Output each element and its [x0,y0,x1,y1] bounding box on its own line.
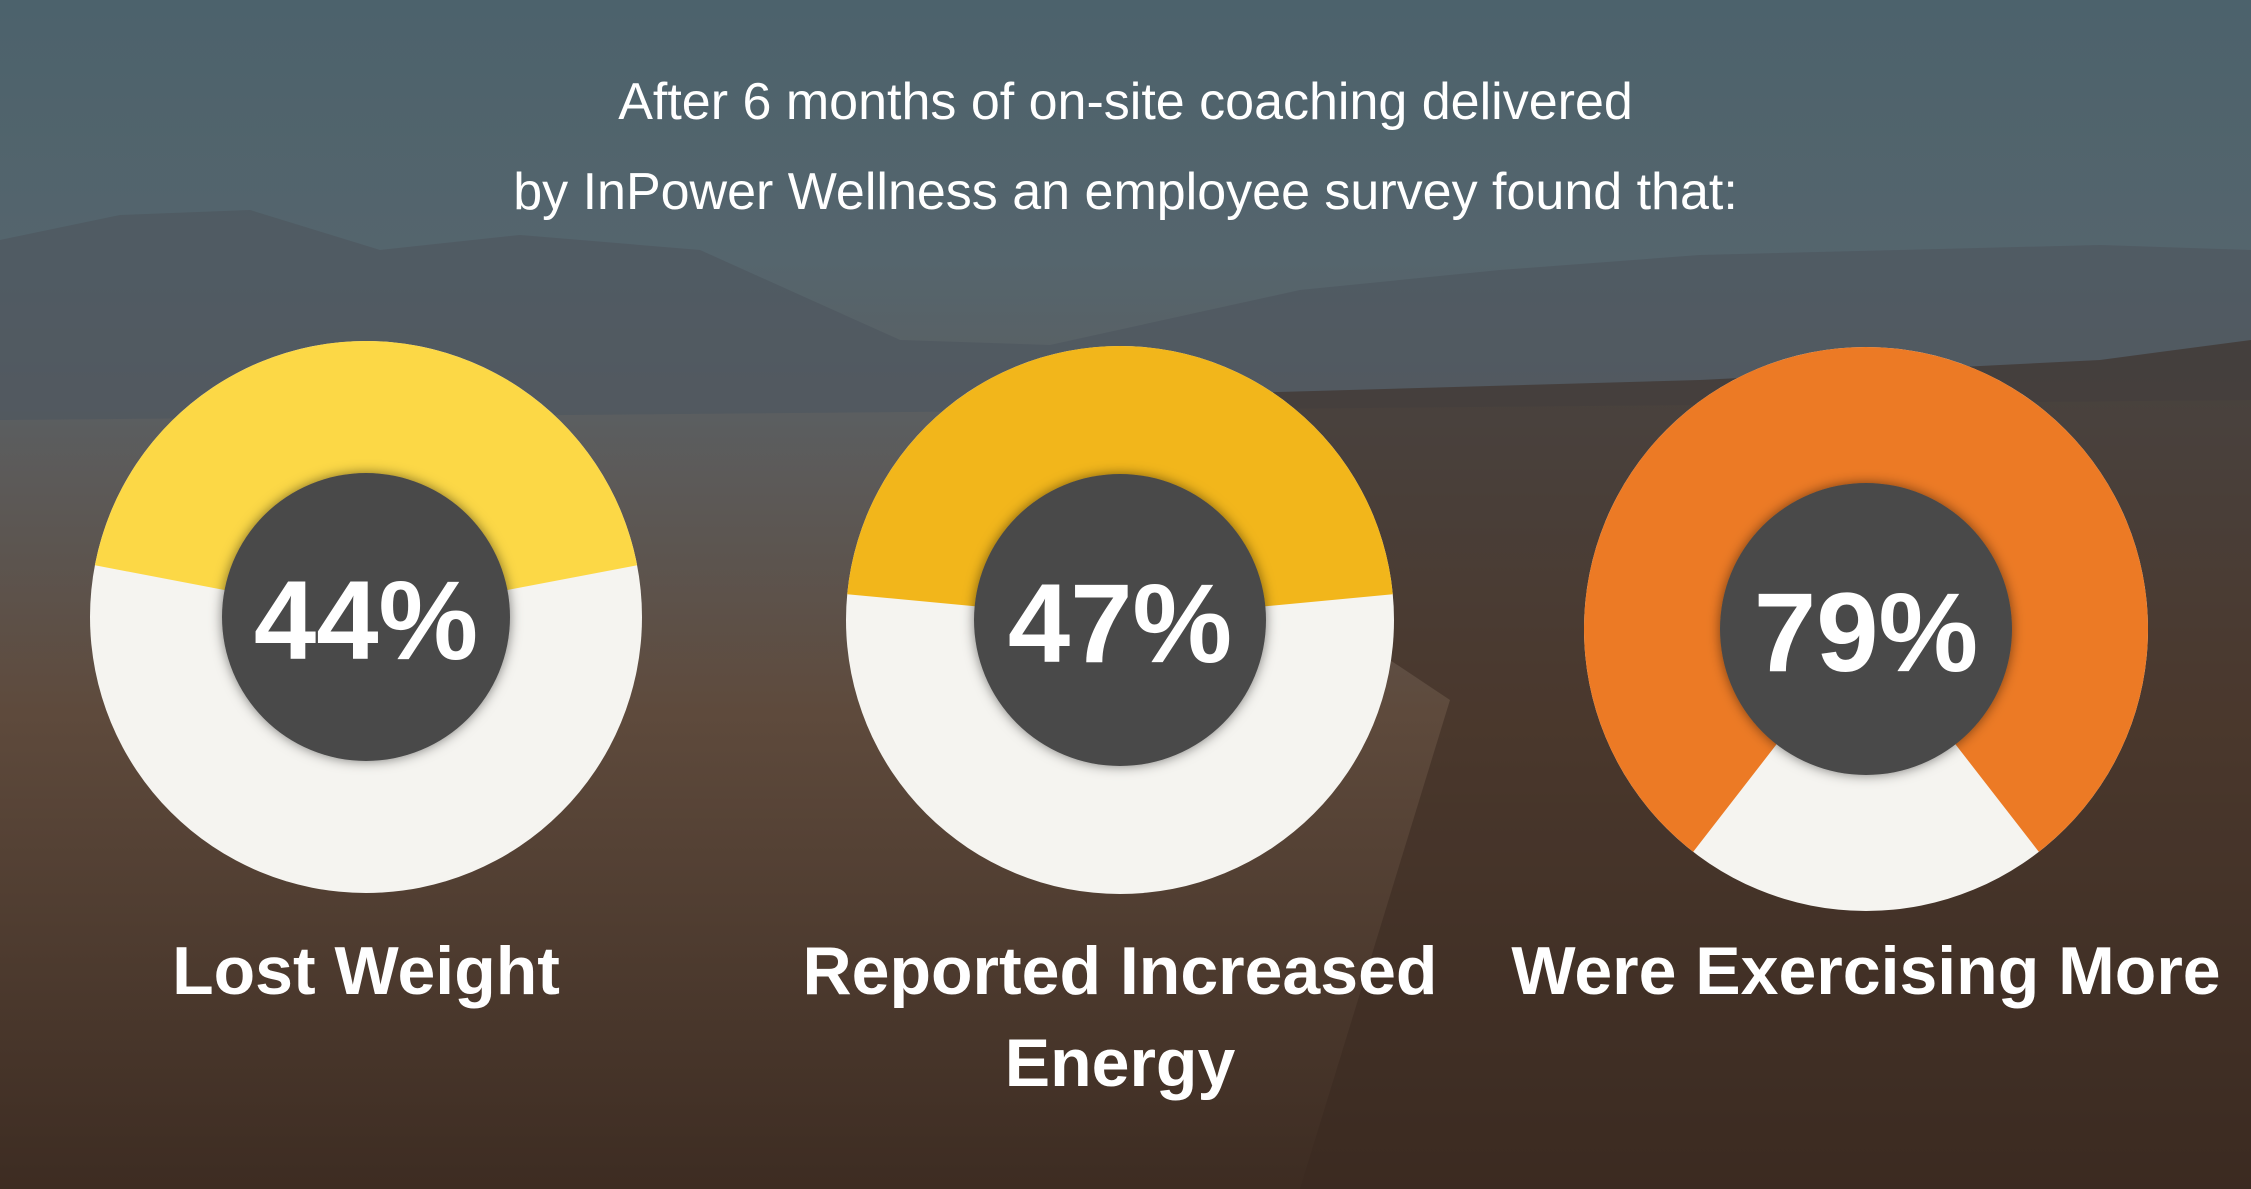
value-label: 44% [254,558,478,683]
mountains [0,210,2251,420]
donut-hole [222,473,510,761]
donut-hole [974,474,1266,766]
title: by InPower Wellness an employee survey f… [513,163,1738,221]
category-label: Reported Increased Energy [802,933,1438,1101]
category-label: Lost Weight [172,933,560,1009]
title: After 6 months of on-site coaching deliv… [618,73,1633,131]
value-label: 79% [1754,570,1978,695]
value-label: 47% [1008,561,1232,686]
category-label: Were Exercising More [1511,933,2221,1009]
donut-hole [1720,483,2012,775]
